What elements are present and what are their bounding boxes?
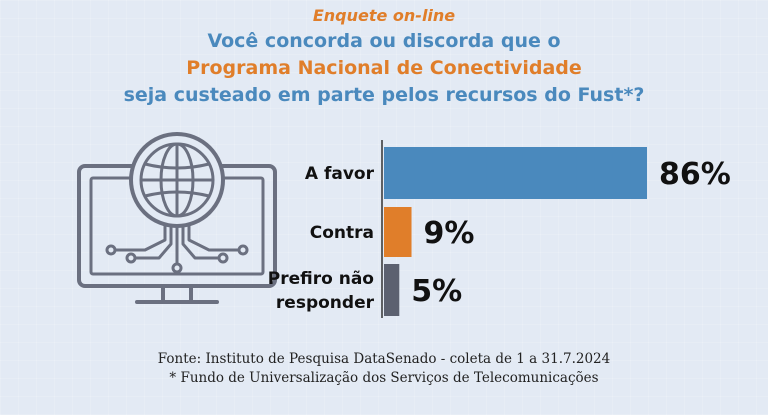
question-line-3: seja custeado em parte pelos recursos do…	[123, 84, 645, 106]
bar-0	[384, 147, 647, 199]
category-label-0: A favor	[305, 164, 375, 184]
value-label-0: 86%	[659, 157, 731, 192]
poll-kicker: Enquete on-line	[312, 6, 456, 25]
value-label-1: 9%	[424, 216, 475, 251]
value-label-2: 5%	[411, 274, 462, 309]
footnote: * Fundo de Universalização dos Serviços …	[169, 370, 599, 386]
question-line-1: Você concorda ou discorda que o	[207, 30, 561, 52]
category-label-line: responder	[276, 293, 375, 313]
bar-2	[384, 264, 400, 316]
source-note: Fonte: Instituto de Pesquisa DataSenado …	[157, 351, 611, 367]
chart-footer: Fonte: Instituto de Pesquisa DataSenado …	[0, 350, 768, 388]
chart-header: Enquete on-line Você concorda ou discord…	[0, 4, 768, 109]
computer-globe-icon	[75, 132, 280, 322]
category-label-1: Contra	[310, 223, 374, 243]
question-line-2: Programa Nacional de Conectividade	[186, 57, 582, 79]
category-label-line: Prefiro não	[268, 269, 374, 289]
category-label-line: Contra	[310, 223, 374, 243]
poll-bar-chart: 86% A favor 9% Contra 5% Prefiro não responder	[268, 140, 731, 318]
bar-1	[384, 207, 412, 257]
category-label-line: A favor	[305, 164, 375, 184]
category-label-2: Prefiro não responder	[268, 269, 375, 313]
